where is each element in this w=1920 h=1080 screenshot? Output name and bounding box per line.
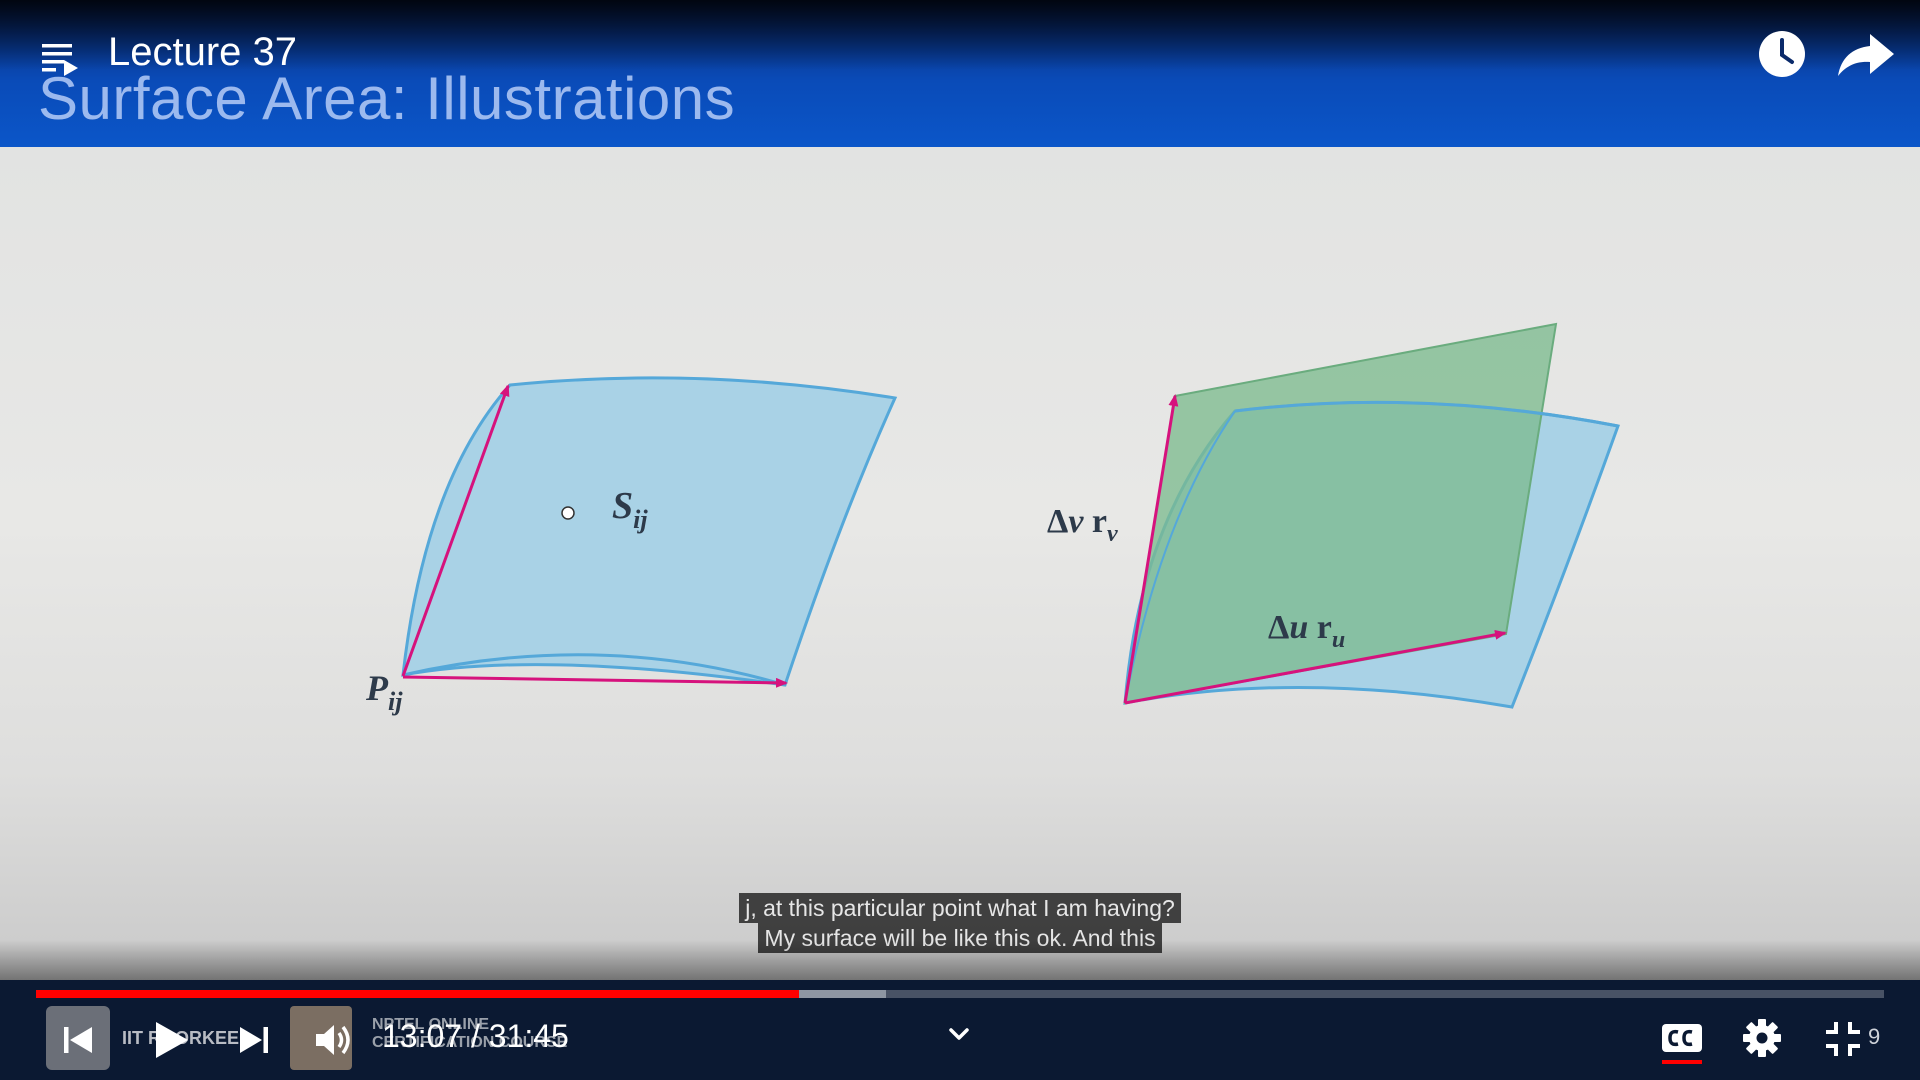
play-icon [156,1022,188,1058]
progress-bar[interactable] [36,990,1884,998]
patch-left-bottom-curve [402,653,786,687]
slide-title: Surface Area: Illustrations [38,65,736,132]
cc-icon [1662,1024,1702,1052]
video-title[interactable]: Lecture 37 [108,30,298,74]
play-button[interactable] [146,1014,196,1066]
label-dv-rv: Δv rv [1047,503,1118,547]
exit-fullscreen-icon [1826,1022,1860,1056]
label-du-ru: Δu ru [1268,609,1345,653]
caption-line-1: j, at this particular point what I am ha… [739,893,1181,923]
volume-icon [316,1025,350,1055]
mute-button[interactable] [308,1016,356,1064]
watch-later-button[interactable] [1754,26,1810,82]
progress-played [36,990,800,998]
previous-icon [64,1027,92,1053]
captions-button[interactable] [1658,1018,1706,1058]
surface-patch-left [401,376,898,687]
lecture-slide: Surface Area: Illustrations Sij Pij [0,0,1920,980]
next-icon [240,1027,268,1053]
next-button[interactable] [232,1018,276,1062]
time-separator: / [462,1018,489,1054]
captions-on-indicator [1662,1060,1702,1064]
patch-right-left-edge [1124,410,1236,704]
label-p-ij: Pij [365,668,403,716]
vector-left-up [401,384,510,677]
vector-dv-rv [1123,394,1179,704]
chevron-down-icon [949,1028,969,1040]
time-display: 13:07 / 31:45 [382,1018,569,1055]
cursor-spot [561,506,575,520]
previous-button[interactable] [56,1018,100,1062]
settings-button[interactable] [1738,1014,1786,1062]
gear-icon [1743,1019,1781,1057]
top-overlay [0,0,1920,70]
chapters-button[interactable] [942,1022,976,1046]
share-icon [1838,34,1894,76]
nptel-logo-text: NPTEL ONLINE CERTIFICATION COURSE [372,1016,567,1052]
nptel-line-2: CERTIFICATION COURSE [372,1034,568,1051]
share-button[interactable] [1834,26,1898,82]
vector-left-right [402,675,788,688]
nptel-line-1: NPTEL ONLINE [372,1016,490,1033]
current-time: 13:07 [382,1018,463,1054]
clock-icon [1759,31,1805,77]
playlist-button[interactable] [34,32,86,84]
playlist-icon [42,44,78,76]
exit-fullscreen-button[interactable] [1820,1016,1866,1062]
label-s-ij: Sij [612,485,648,534]
vector-du-ru [1124,629,1507,705]
duration: 31:45 [488,1018,569,1054]
patch-right-top-edge [1234,400,1619,428]
surface-area-diagram: Sij Pij Δv rv Δu ru [365,322,1621,716]
slide-background [0,147,1920,980]
frame-count-badge: 9 [1868,1024,1881,1049]
